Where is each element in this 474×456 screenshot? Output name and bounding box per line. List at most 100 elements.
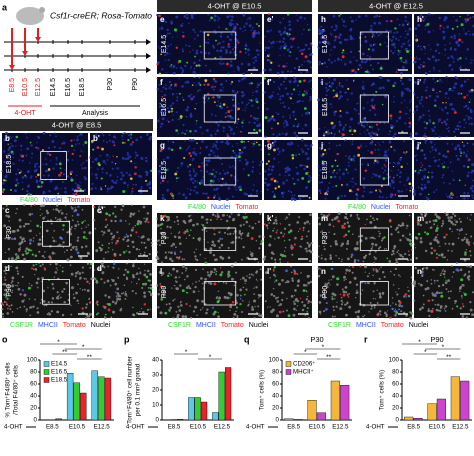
cell-dot — [172, 64, 176, 68]
cell-dot — [337, 212, 341, 215]
cell-dot — [165, 215, 168, 218]
cell-dot — [190, 175, 192, 177]
cell-dot — [57, 218, 59, 221]
cell-dot — [53, 230, 56, 232]
cell-dot — [471, 33, 474, 36]
cell-dot — [3, 150, 6, 153]
cell-dot — [398, 301, 402, 305]
cell-dot — [444, 281, 448, 285]
cell-dot — [174, 276, 178, 279]
cell-dot — [176, 180, 178, 182]
cell-dot — [92, 134, 95, 137]
cell-dot — [190, 229, 192, 231]
cell-dot — [305, 235, 308, 238]
cell-dot — [357, 310, 360, 314]
cell-dot — [211, 243, 214, 246]
cell-dot — [170, 251, 173, 255]
cell-dot — [150, 169, 153, 172]
cell-dot — [222, 62, 225, 65]
cell-dot — [212, 153, 214, 155]
cell-dot — [306, 307, 309, 310]
cell-dot — [188, 192, 192, 196]
cell-dot — [199, 30, 202, 33]
cell-dot — [179, 66, 183, 69]
cell-dot — [329, 32, 332, 35]
cell-dot — [392, 302, 394, 304]
cell-dot — [455, 268, 459, 272]
cell-dot — [272, 273, 276, 277]
cell-dot — [444, 155, 448, 159]
cell-dot — [434, 148, 437, 151]
cell-dot — [51, 282, 54, 286]
cell-dot — [416, 154, 418, 156]
cell-dot — [232, 48, 234, 50]
cell-dot — [278, 173, 281, 176]
cell-dot — [395, 310, 398, 312]
cell-dot — [340, 303, 344, 306]
cell-dot — [83, 288, 86, 291]
cell-dot — [227, 291, 231, 295]
micrograph: n' — [412, 264, 474, 319]
cell-dot — [237, 155, 241, 159]
cell-dot — [385, 248, 388, 250]
cell-dot — [279, 21, 282, 24]
cell-dot — [408, 78, 412, 82]
cell-dot — [278, 150, 281, 153]
timeline-arrow — [146, 39, 151, 45]
cell-dot — [454, 82, 458, 86]
cell-dot — [56, 219, 58, 221]
cell-dot — [26, 190, 29, 193]
cell-dot — [23, 299, 25, 301]
cell-dot — [175, 67, 178, 69]
cell-dot — [288, 54, 291, 57]
cell-dot — [183, 156, 186, 160]
cell-dot — [460, 295, 463, 298]
cell-dot — [130, 133, 133, 135]
cell-dot — [79, 132, 83, 136]
y-tick-label: 80 — [272, 369, 279, 376]
cell-dot — [403, 311, 406, 314]
cell-dot — [267, 306, 269, 308]
cell-dot — [324, 258, 327, 261]
cell-dot — [333, 175, 337, 179]
cell-dot — [423, 18, 426, 20]
cell-dot — [217, 42, 220, 44]
cell-dot — [270, 168, 274, 172]
cell-dot — [400, 71, 403, 75]
cell-dot — [96, 267, 100, 271]
cell-dot — [277, 153, 280, 156]
cell-dot — [166, 188, 169, 192]
cell-dot — [250, 82, 253, 85]
cell-dot — [401, 234, 405, 238]
stain-legend: F4/80 — [348, 204, 366, 211]
cell-dot — [306, 90, 308, 92]
cell-dot — [217, 311, 219, 314]
cell-dot — [217, 16, 219, 18]
cell-dot — [250, 237, 254, 240]
cell-dot — [218, 197, 222, 201]
cell-dot — [282, 31, 286, 35]
cell-dot — [340, 296, 343, 299]
cell-dot — [199, 125, 202, 129]
cell-dot — [201, 299, 204, 303]
cell-dot — [161, 117, 165, 121]
cell-dot — [270, 61, 273, 64]
cell-dot — [71, 152, 74, 156]
cell-dot — [373, 256, 376, 258]
cell-dot — [444, 44, 447, 46]
cell-dot — [348, 165, 350, 168]
cell-dot — [432, 29, 435, 32]
cell-dot — [459, 150, 463, 154]
cell-dot — [384, 169, 387, 172]
cell-dot — [297, 126, 299, 128]
legend-swatch — [43, 377, 50, 383]
cell-dot — [305, 284, 308, 287]
cell-dot — [446, 118, 449, 121]
cell-dot — [329, 245, 332, 247]
cell-dot — [251, 160, 254, 163]
cell-dot — [269, 306, 271, 308]
panel-letter: d — [5, 264, 10, 273]
cell-dot — [195, 84, 198, 86]
cell-dot — [265, 224, 269, 227]
